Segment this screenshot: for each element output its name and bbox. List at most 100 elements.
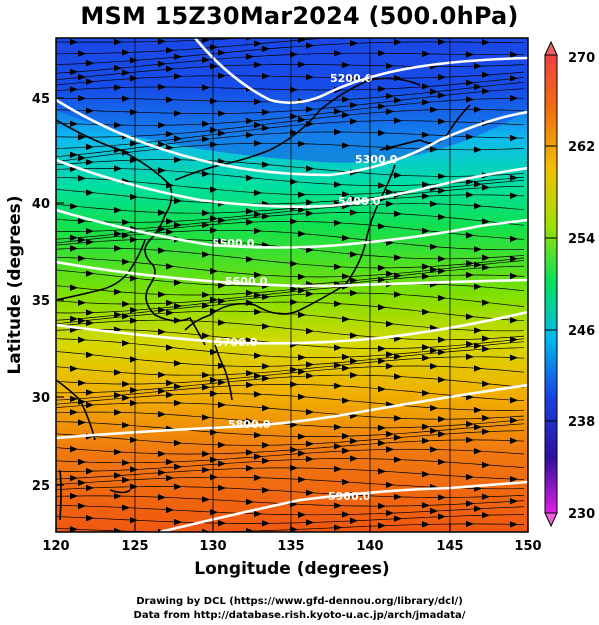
wind-arrow	[298, 287, 306, 294]
wind-arrow	[510, 475, 518, 483]
wind-arrow	[438, 92, 446, 99]
wind-arrow	[262, 404, 270, 412]
contour-label-5700: 5700.0	[215, 336, 258, 349]
wind-arrow	[70, 526, 78, 532]
wind-arrow	[394, 117, 402, 124]
wind-arrow	[86, 401, 94, 409]
wind-arrow	[306, 199, 314, 206]
wind-arrow	[130, 75, 138, 82]
colorbar-max-arrow	[544, 40, 558, 56]
wind-arrow	[482, 414, 490, 422]
colorbar-tick-label: 270	[568, 51, 595, 66]
wind-arrow	[290, 129, 298, 136]
colorbar	[544, 40, 558, 528]
wind-arrow	[78, 479, 86, 486]
wind-arrow	[122, 232, 130, 239]
wind-arrow	[174, 518, 182, 526]
wind-arrow	[262, 72, 270, 80]
wind-arrow	[174, 439, 182, 447]
wind-arrow	[174, 197, 182, 205]
wind-arrow	[378, 385, 386, 393]
y-tick-label: 40	[32, 197, 50, 212]
wind-arrow	[386, 62, 394, 70]
wind-arrow	[466, 18, 474, 24]
wind-arrow	[218, 379, 226, 386]
wind-arrow	[342, 478, 350, 486]
wind-arrow	[158, 167, 166, 174]
wind-arrow	[254, 271, 262, 279]
colorbar-tick-label: 262	[568, 140, 595, 155]
wind-arrow	[342, 96, 350, 103]
wind-arrow	[130, 236, 138, 243]
wind-arrow	[510, 497, 518, 505]
wind-arrow	[218, 49, 226, 56]
streamline	[56, 203, 525, 223]
streamline	[56, 505, 525, 516]
wind-arrow	[342, 353, 350, 361]
wind-arrow	[298, 393, 306, 401]
wind-arrow	[114, 369, 122, 376]
wind-arrow	[474, 106, 482, 113]
wind-arrow	[378, 357, 386, 365]
wind-arrow	[114, 448, 122, 456]
wind-arrow	[202, 302, 210, 309]
wind-arrow	[510, 192, 518, 199]
wind-arrow	[438, 173, 446, 180]
wind-arrow	[422, 502, 430, 509]
wind-arrow	[394, 515, 402, 522]
wind-arrow	[466, 500, 474, 507]
wind-arrow	[70, 120, 78, 128]
wind-arrow	[422, 192, 430, 200]
wind-arrow	[474, 28, 482, 34]
wind-arrow	[202, 38, 210, 44]
wind-arrow	[158, 38, 166, 45]
wind-arrow	[122, 422, 130, 429]
wind-arrow	[158, 291, 166, 298]
wind-arrow	[246, 117, 254, 125]
wind-arrow	[290, 260, 298, 267]
wind-arrow	[438, 336, 446, 343]
colorbar-tick-label: 254	[568, 232, 595, 247]
wind-arrow	[114, 64, 122, 72]
wind-arrow	[438, 187, 446, 194]
wind-arrow	[78, 50, 86, 57]
wind-arrow	[482, 335, 490, 342]
wind-arrow	[334, 362, 342, 369]
wind-arrow	[246, 418, 254, 425]
wind-arrow	[510, 95, 518, 102]
wind-arrow	[298, 450, 306, 457]
streamline	[56, 64, 525, 81]
wind-arrow	[306, 246, 314, 254]
wind-arrow	[298, 61, 306, 68]
wind-arrow	[290, 113, 298, 120]
wind-arrow	[130, 57, 138, 64]
wind-arrow	[166, 379, 174, 387]
contour-label-5200: 5200.0	[330, 72, 373, 85]
wind-arrow	[70, 492, 78, 500]
wind-arrow	[510, 134, 518, 142]
wind-arrow	[386, 188, 394, 196]
wind-arrow	[86, 59, 94, 67]
wind-arrow	[166, 458, 174, 466]
wind-arrow	[166, 506, 174, 514]
wind-arrow	[86, 514, 94, 522]
wind-arrow	[78, 458, 86, 466]
wind-arrow	[510, 397, 518, 404]
wind-arrow	[290, 218, 298, 225]
wind-arrow	[438, 430, 446, 438]
wind-arrow	[174, 399, 182, 407]
wind-arrow	[474, 181, 482, 188]
wind-arrow	[246, 465, 254, 472]
y-tick-label: 35	[32, 294, 50, 309]
wind-arrow	[70, 151, 78, 159]
wind-arrow	[298, 433, 306, 440]
wind-arrow	[254, 140, 262, 147]
wind-arrow	[422, 263, 430, 270]
wind-arrow	[466, 473, 474, 481]
wind-arrow	[342, 447, 350, 454]
wind-arrow	[246, 527, 254, 532]
wind-arrow	[158, 209, 166, 216]
wind-arrow	[174, 463, 182, 470]
streamline	[56, 365, 525, 385]
wind-arrow	[342, 61, 350, 69]
